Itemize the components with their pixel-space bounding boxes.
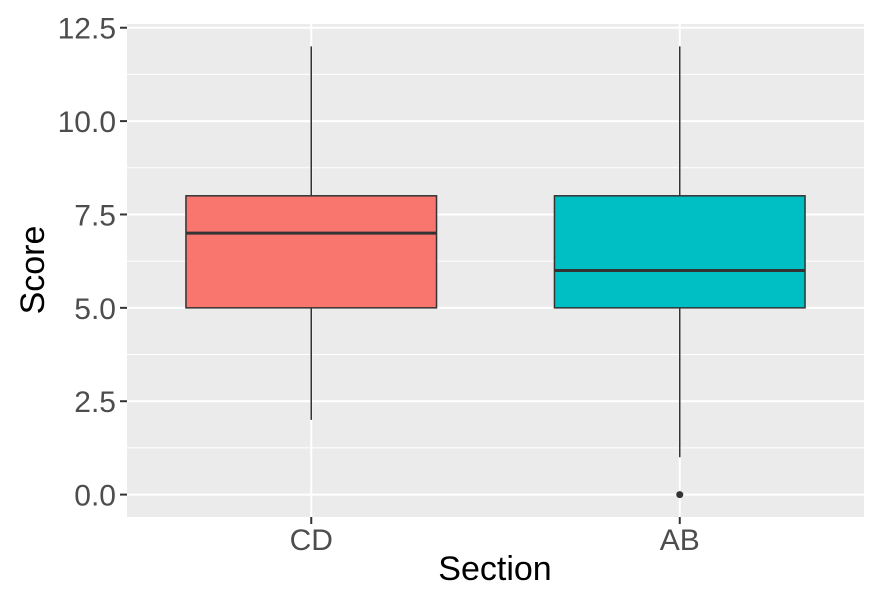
- boxes: [185, 46, 806, 499]
- y-tick-label: 5.0: [74, 293, 116, 326]
- x-axis-ticks: CD AB: [290, 517, 700, 557]
- y-axis-ticks: 0.0 2.5 5.0 7.5 10.0 12.5: [58, 13, 127, 513]
- x-tick-label: AB: [660, 524, 700, 557]
- x-axis-title: Section: [438, 550, 551, 588]
- y-tick-label: 2.5: [74, 386, 116, 419]
- y-tick-label: 0.0: [74, 480, 116, 513]
- outlier-point: [676, 491, 684, 499]
- y-tick-label: 10.0: [58, 106, 116, 139]
- y-tick-label: 7.5: [74, 199, 116, 232]
- y-tick-label: 12.5: [58, 13, 116, 46]
- box-CD: [185, 195, 438, 309]
- x-tick-label: CD: [290, 524, 333, 557]
- box-AB: [553, 195, 806, 309]
- y-axis-title: Score: [14, 226, 52, 315]
